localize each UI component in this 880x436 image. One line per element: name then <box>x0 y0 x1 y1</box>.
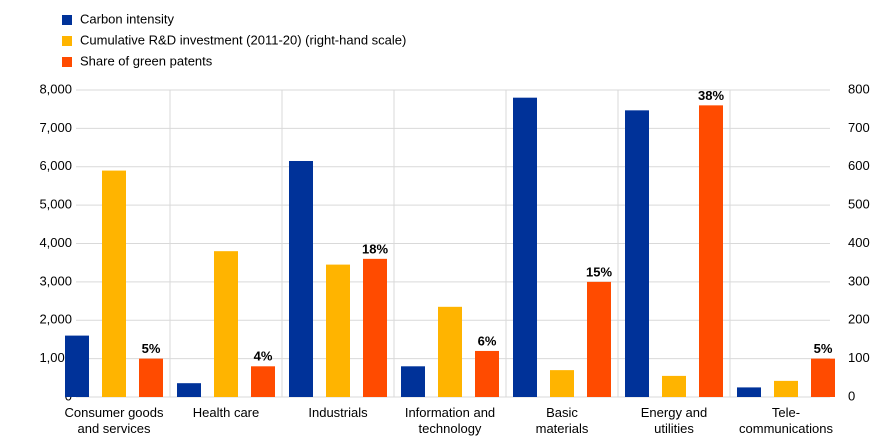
value-label: 38% <box>698 88 724 103</box>
bar <box>438 306 462 397</box>
bar <box>774 380 798 397</box>
x-tick-label-line: communications <box>739 421 833 436</box>
legend-swatch <box>62 36 72 46</box>
bar <box>625 110 649 398</box>
x-tick-label-line: Industrials <box>308 405 368 420</box>
legend-label: Cumulative R&D investment (2011-20) (rig… <box>80 32 406 47</box>
bar <box>251 366 275 397</box>
bar <box>513 97 537 398</box>
value-label: 15% <box>586 264 612 279</box>
legend-swatch <box>62 15 72 25</box>
bar <box>65 335 89 397</box>
y-tick-label: 3,000 <box>39 273 72 288</box>
y2-tick-label: 700 <box>848 120 870 135</box>
y-tick-label: 4,000 <box>39 235 72 250</box>
bar <box>811 358 835 397</box>
legend-label: Share of green patents <box>80 53 213 68</box>
y-tick-label: 1,000 <box>39 350 72 365</box>
value-label: 18% <box>362 241 388 256</box>
x-tick-label: Information and technology <box>405 405 495 436</box>
legend-swatch <box>62 57 72 67</box>
x-tick-label-line: Health care <box>193 405 259 420</box>
value-label: 4% <box>254 349 273 364</box>
x-tick-label-line: Information and <box>405 405 495 420</box>
x-tick-label: Consumer goods and services <box>65 405 164 436</box>
bar <box>363 258 387 397</box>
y2-tick-label: 400 <box>848 235 870 250</box>
x-tick-label-line: Tele- <box>772 405 800 420</box>
x-tick-label-line: materials <box>536 421 589 436</box>
y2-tick-label: 600 <box>848 158 870 173</box>
x-tick-label-line: Consumer goods <box>65 405 164 420</box>
bar <box>587 281 611 397</box>
y2-tick-label: 300 <box>848 273 870 288</box>
y2-tick-label: 800 <box>848 81 870 96</box>
x-tick-label: Tele-communications <box>739 405 833 436</box>
x-tick-label: Industrials <box>308 405 368 420</box>
y-tick-label: 5,000 <box>39 197 72 212</box>
y2-tick-label: 500 <box>848 197 870 212</box>
y2-tick-label: 200 <box>848 312 870 327</box>
value-label: 5% <box>814 341 833 356</box>
x-tick-label: Basic materials <box>536 405 589 436</box>
x-tick-label-line: Basic <box>546 405 578 420</box>
y-tick-label: 6,000 <box>39 158 72 173</box>
x-tick-label: Energy and utilities <box>641 405 708 436</box>
bar <box>699 105 723 397</box>
bar <box>326 264 350 397</box>
x-tick-label-line: technology <box>419 421 482 436</box>
bar <box>289 160 313 397</box>
x-tick-label: Health care <box>193 405 259 420</box>
legend-label: Carbon intensity <box>80 11 174 26</box>
x-tick-label-line: Energy and <box>641 405 708 420</box>
value-label: 5% <box>142 341 161 356</box>
bar <box>102 170 126 397</box>
bar <box>737 387 761 397</box>
y-tick-label: 7,000 <box>39 120 72 135</box>
bar <box>401 366 425 397</box>
x-tick-label-line: utilities <box>654 421 694 436</box>
bar <box>550 370 574 397</box>
value-label: 6% <box>478 333 497 348</box>
x-tick-label-line: and services <box>78 421 151 436</box>
bar <box>475 350 499 397</box>
bar <box>177 383 201 397</box>
y2-tick-label: 100 <box>848 350 870 365</box>
bar <box>214 251 238 397</box>
y2-tick-label: 0 <box>848 388 855 403</box>
y-tick-label: 8,000 <box>39 81 72 96</box>
bar <box>662 375 686 397</box>
bar <box>139 358 163 397</box>
y-tick-label: 2,000 <box>39 312 72 327</box>
